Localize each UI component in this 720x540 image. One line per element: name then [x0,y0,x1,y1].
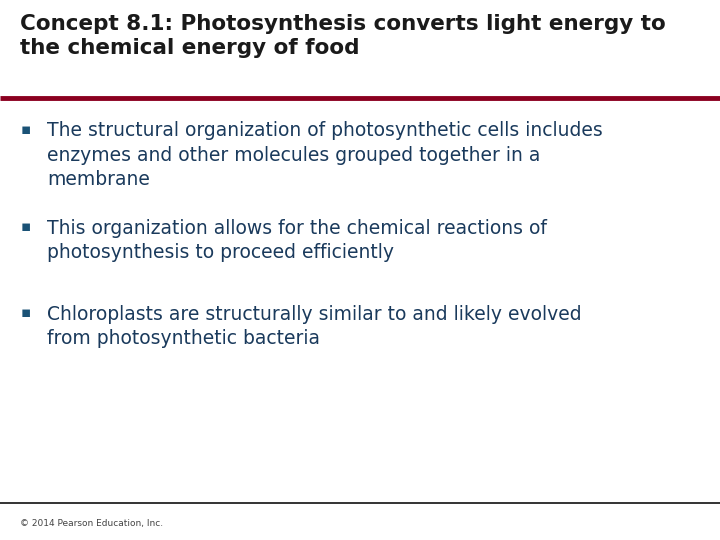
Text: This organization allows for the chemical reactions of
photosynthesis to proceed: This organization allows for the chemica… [47,219,546,262]
Text: ▪: ▪ [20,305,30,320]
Text: Chloroplasts are structurally similar to and likely evolved
from photosynthetic : Chloroplasts are structurally similar to… [47,305,582,348]
Text: The structural organization of photosynthetic cells includes
enzymes and other m: The structural organization of photosynt… [47,122,603,189]
Text: ▪: ▪ [20,219,30,234]
Text: © 2014 Pearson Education, Inc.: © 2014 Pearson Education, Inc. [20,519,163,529]
Text: ▪: ▪ [20,122,30,137]
Text: Concept 8.1: Photosynthesis converts light energy to
the chemical energy of food: Concept 8.1: Photosynthesis converts lig… [20,14,666,57]
